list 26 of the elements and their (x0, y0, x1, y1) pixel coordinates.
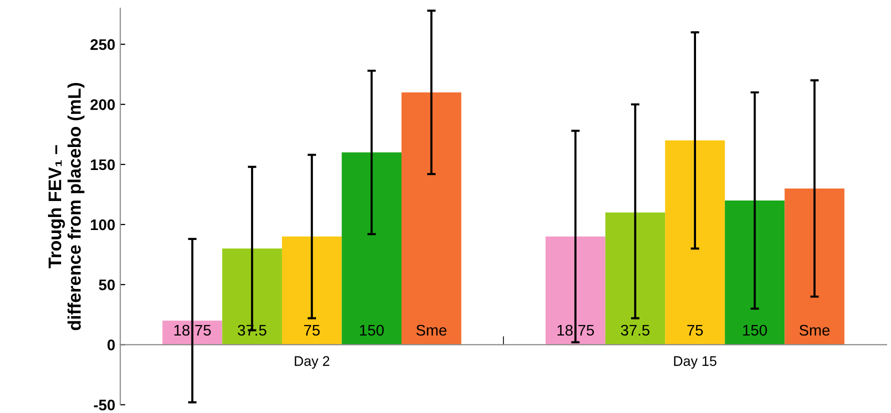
y-tick-label: 200 (90, 99, 115, 110)
bar (665, 140, 725, 345)
text: 37.5 (620, 324, 650, 336)
series-label: 150 (360, 324, 384, 336)
x-tick-label: Day 15 (674, 356, 716, 369)
y-tick-label: 250 (90, 39, 115, 50)
bar (282, 236, 342, 345)
y-tick-label: 50 (98, 279, 115, 290)
bar (784, 188, 844, 345)
series-label: Sme (416, 324, 446, 336)
series-label: 75 (304, 324, 320, 336)
y-axis-title: Trough FEV₁ – difference from placebo (mL) (48, 82, 84, 330)
bar (546, 236, 606, 345)
bar (605, 212, 666, 345)
y-tick-label: 0 (108, 340, 115, 350)
bar (402, 92, 462, 345)
x-tick-label: Day 2 (294, 356, 330, 369)
y-tick-label: -50 (94, 400, 115, 410)
y-tick-label: 150 (90, 159, 115, 170)
y-tick-label: 100 (90, 219, 115, 230)
text: 150 (743, 324, 767, 336)
text: 75 (687, 324, 703, 336)
bar (222, 248, 282, 345)
text: Sme (800, 324, 830, 336)
bar (724, 200, 785, 345)
bar (342, 152, 402, 345)
